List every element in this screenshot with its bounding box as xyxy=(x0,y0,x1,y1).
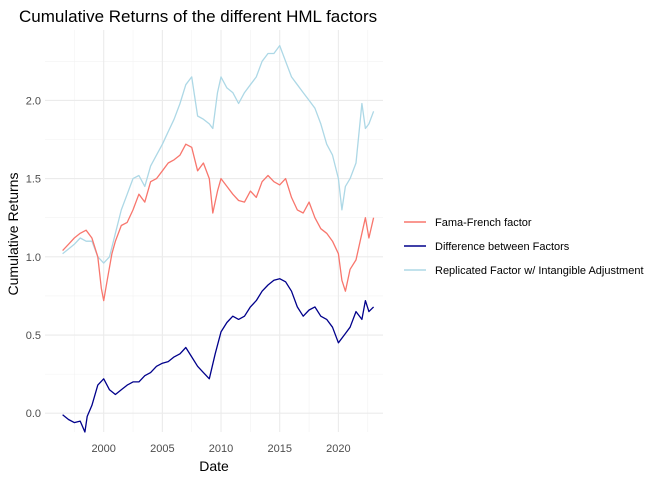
series-layer xyxy=(62,44,375,433)
y-tick-label: 0.5 xyxy=(26,330,41,342)
y-tick-label: 1.0 xyxy=(26,252,41,264)
minor-gridlines xyxy=(45,30,383,432)
major-gridlines xyxy=(45,30,383,432)
series-line-difference-between-factors xyxy=(62,278,375,433)
y-tick-label: 0.0 xyxy=(26,408,41,420)
series-line-fama-french-factor xyxy=(62,143,375,302)
x-tick-label: 2010 xyxy=(209,443,233,455)
y-axis-ticks: 0.0 0.5 1.0 1.5 2.0 xyxy=(26,95,41,420)
x-axis-ticks: 2000 2005 2010 2015 2020 xyxy=(91,443,350,455)
x-tick-label: 2015 xyxy=(267,443,291,455)
y-tick-label: 2.0 xyxy=(26,95,41,107)
x-tick-label: 2000 xyxy=(91,443,115,455)
y-axis-title: Cumulative Returns xyxy=(5,173,21,296)
x-axis-title: Date xyxy=(199,458,229,474)
legend-label: Fama-French factor xyxy=(435,217,532,229)
x-tick-label: 2020 xyxy=(326,443,350,455)
legend-label: Replicated Factor w/ Intangible Adjustme… xyxy=(435,265,644,277)
legend: Fama-French factor Difference between Fac… xyxy=(404,217,644,277)
x-tick-label: 2005 xyxy=(150,443,174,455)
chart-title: Cumulative Returns of the different HML … xyxy=(19,7,377,26)
y-tick-label: 1.5 xyxy=(26,174,41,186)
legend-label: Difference between Factors xyxy=(435,241,570,253)
series-line-replicated-factor-w-intangible-adjustment xyxy=(62,44,375,264)
